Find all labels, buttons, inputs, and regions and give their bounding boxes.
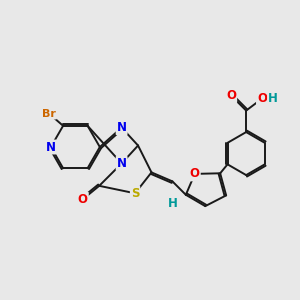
Text: N: N [46, 140, 56, 154]
Text: O: O [257, 92, 267, 105]
Text: S: S [131, 187, 139, 200]
Text: H: H [167, 197, 177, 210]
Text: O: O [78, 193, 88, 206]
Text: N: N [117, 157, 127, 170]
Text: N: N [117, 121, 127, 134]
Text: Br: Br [42, 109, 56, 118]
Text: O: O [190, 167, 200, 180]
Text: O: O [226, 89, 236, 102]
Text: H: H [268, 92, 278, 105]
